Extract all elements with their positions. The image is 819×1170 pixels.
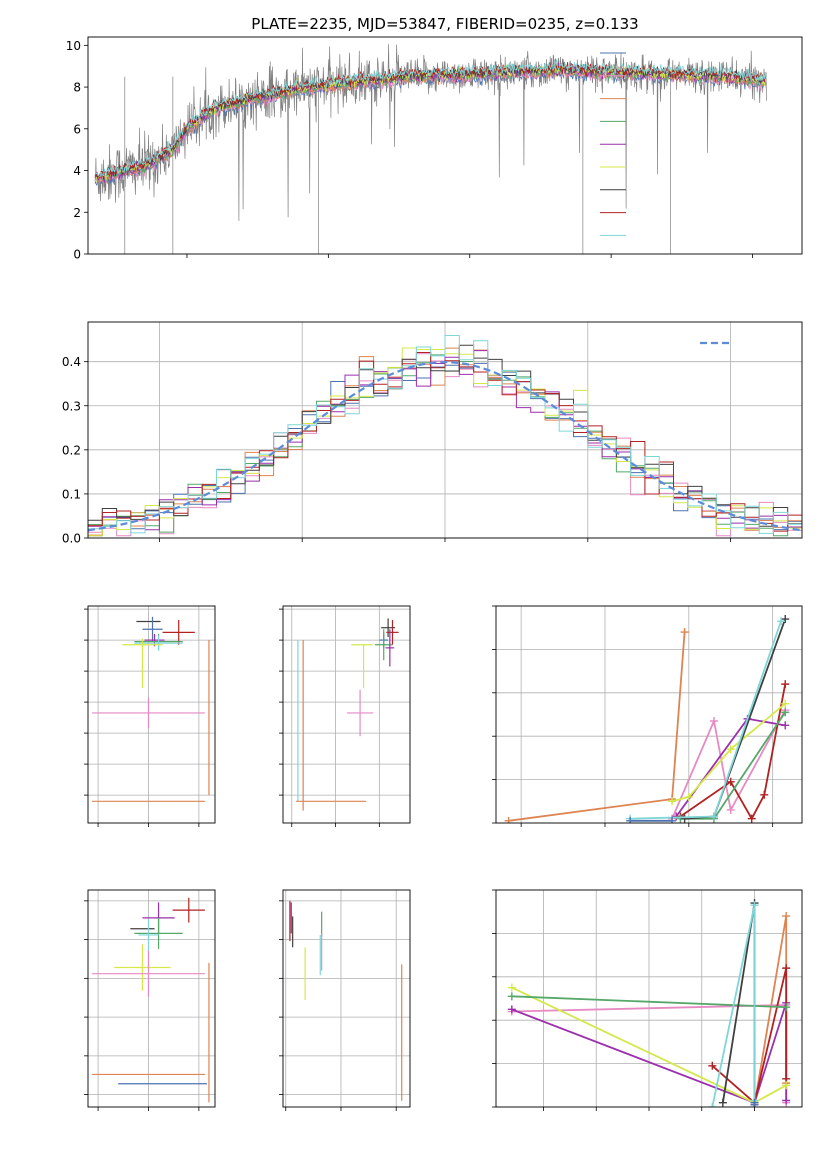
- error-bar-point: [162, 619, 195, 645]
- y-tick-label: 0.2: [62, 443, 81, 457]
- plus-marker: [626, 816, 635, 823]
- y-tick-label: 4: [73, 164, 81, 178]
- panel-weight-vs-Z: [492, 889, 803, 1111]
- panel-residuals: 0.0 0.1 0.2 0.3 0.4: [62, 321, 803, 546]
- plot-area: [504, 615, 790, 823]
- y-tick-label: 0.1: [62, 487, 81, 501]
- axes-frame: [495, 605, 803, 824]
- plus-marker: [760, 790, 769, 799]
- axes-frame: [87, 889, 216, 1108]
- y-tick-label: 0.3: [62, 399, 81, 413]
- axes-frame: [495, 889, 803, 1108]
- error-bar-point: [92, 697, 205, 729]
- error-bar-point: [134, 635, 183, 651]
- figure-title: PLATE=2235, MJD=53847, FIBERID=0235, z=0…: [251, 15, 638, 33]
- y-tick-label: 0.0: [62, 532, 81, 546]
- y-tick-label: 2: [73, 206, 81, 220]
- plus-marker: [708, 1061, 717, 1070]
- error-bar-point: [92, 950, 205, 997]
- plus-marker: [726, 745, 735, 754]
- plus-marker: [777, 617, 786, 626]
- axes-frame: [87, 605, 216, 824]
- y-tick-label: 10: [66, 39, 81, 53]
- plus-marker: [507, 1005, 516, 1014]
- plus-marker: [750, 901, 759, 910]
- plus-marker: [781, 721, 790, 730]
- plus-marker: [709, 812, 718, 821]
- normal-reference-curve: [88, 360, 802, 532]
- plot-area: [92, 616, 210, 802]
- axes-frame: [282, 889, 411, 1108]
- plus-marker: [709, 717, 718, 726]
- axes-frame: [87, 321, 803, 539]
- plot-area: [507, 899, 791, 1107]
- plus-marker: [781, 680, 790, 689]
- y-tick-label: 6: [73, 122, 81, 136]
- plus-marker: [747, 814, 756, 823]
- error-bar-point: [134, 917, 183, 949]
- y-tick-label: 8: [73, 81, 81, 95]
- plus-marker: [782, 1003, 791, 1012]
- residual-histogram-8: [88, 335, 802, 534]
- plot-area: [289, 900, 403, 1101]
- plus-marker: [718, 1098, 727, 1107]
- plus-marker: [782, 912, 791, 921]
- residual-histogram-7: [88, 352, 802, 532]
- panel-spectrum: 0 2 4 6 8 10: [66, 36, 803, 262]
- mass-weight-line-1: [671, 709, 786, 820]
- plus-marker: [668, 797, 677, 806]
- error-bar-point: [142, 616, 163, 642]
- plus-marker: [504, 816, 513, 823]
- panel-weight-vs-age: [492, 605, 803, 827]
- y-tick-label: 0: [73, 248, 81, 262]
- plot-area: [296, 618, 399, 811]
- error-bar-point: [172, 897, 205, 923]
- plus-marker: [680, 814, 689, 823]
- axes-frame: [282, 605, 411, 824]
- error-bar-point: [386, 619, 399, 645]
- plus-marker: [750, 1098, 759, 1107]
- plus-marker: [680, 628, 689, 637]
- error-bar-point: [114, 944, 171, 991]
- plus-marker: [781, 699, 790, 708]
- spectrum-legend: [600, 52, 626, 236]
- error-bar-point: [385, 629, 395, 667]
- axes-frame: [87, 36, 803, 255]
- plus-marker: [708, 1103, 717, 1107]
- plus-marker: [507, 992, 516, 1001]
- mass-weight-line-3: [679, 683, 787, 821]
- plus-marker: [782, 1081, 791, 1090]
- panel-mass-vs-EBV: [279, 889, 411, 1111]
- mass-weight-line-6: [722, 902, 756, 1103]
- plus-marker: [668, 816, 677, 823]
- error-bar-point: [138, 919, 159, 951]
- mass-weight-line-0: [753, 915, 788, 1105]
- plus-marker: [684, 792, 693, 801]
- mass-weight-line-5: [511, 995, 787, 1009]
- y-tick-label: 0.4: [62, 355, 81, 369]
- panel-age-vs-Z: [84, 605, 216, 827]
- mass-weight-line-4: [671, 702, 786, 803]
- plot-area: [92, 897, 210, 1103]
- error-bar-point: [346, 689, 374, 737]
- model-line-8: [94, 59, 767, 177]
- plus-marker: [781, 708, 790, 717]
- plus-marker: [782, 1096, 791, 1105]
- mass-weight-line-0: [508, 631, 686, 822]
- plus-marker: [726, 777, 735, 786]
- panel-mass-vs-Z: [84, 889, 216, 1111]
- plus-marker: [507, 983, 516, 992]
- mass-weight-line-3: [711, 967, 788, 1105]
- panel-age-vs-mass: [279, 605, 411, 827]
- plot-area: [88, 335, 802, 537]
- plus-marker: [782, 964, 791, 973]
- plus-marker: [781, 615, 790, 624]
- plot-area: [94, 44, 767, 254]
- plus-marker: [726, 805, 735, 814]
